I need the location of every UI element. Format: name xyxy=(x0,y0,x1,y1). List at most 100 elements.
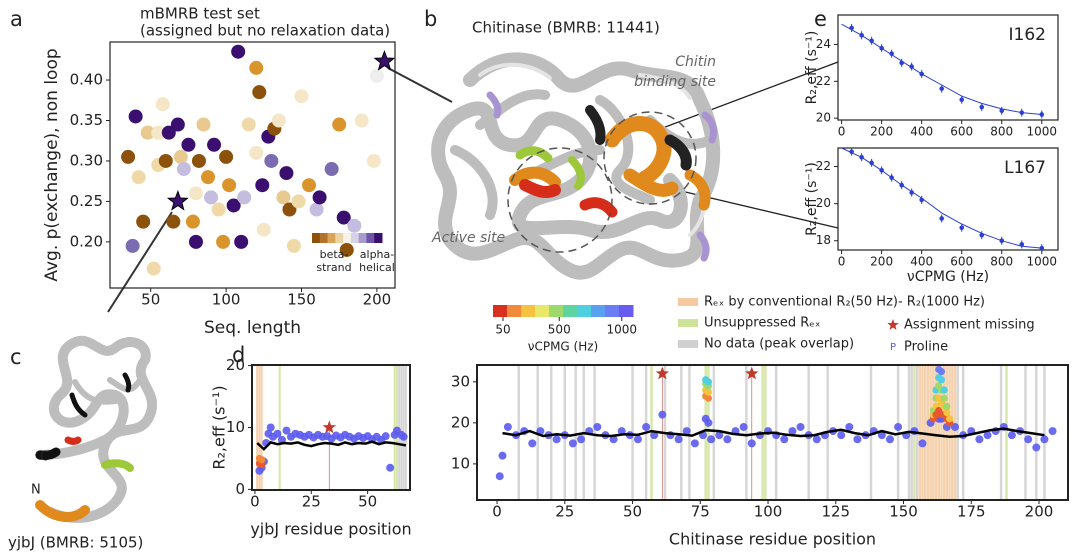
point xyxy=(219,149,234,164)
y-tick-label: 10 xyxy=(226,418,245,436)
band xyxy=(258,365,261,490)
point xyxy=(324,162,339,177)
x-tick-label: 200 xyxy=(363,291,392,309)
x-tick-label: 800 xyxy=(990,255,1013,269)
band xyxy=(948,365,951,500)
point xyxy=(837,431,846,440)
band xyxy=(707,365,710,500)
x-tick-label: 200 xyxy=(870,255,893,269)
colorbar-label: helical xyxy=(359,261,395,274)
y-axis-label: Avg. p(exchange), non loop xyxy=(42,48,62,281)
point xyxy=(528,439,537,448)
point xyxy=(128,109,143,124)
point xyxy=(264,153,279,168)
band xyxy=(934,365,938,500)
point xyxy=(859,154,864,160)
point xyxy=(276,190,291,205)
band xyxy=(896,365,900,500)
point xyxy=(1019,242,1025,247)
y-tick-label: 18 xyxy=(816,233,831,247)
point xyxy=(188,234,203,249)
colorbar-swatch xyxy=(619,305,634,317)
point xyxy=(975,435,984,444)
y-tick-label: 20 xyxy=(226,356,245,374)
point xyxy=(723,435,732,444)
x-tick-label: 0 xyxy=(250,493,260,511)
y-tick-label: 24 xyxy=(816,37,831,51)
cpmg-point xyxy=(258,461,266,469)
panel-label: a xyxy=(10,7,23,31)
point xyxy=(185,214,200,229)
point xyxy=(226,198,241,213)
terminus-label: C xyxy=(40,450,49,465)
point xyxy=(869,38,874,44)
colorbar-tick-label: 1000 xyxy=(606,323,637,337)
point xyxy=(386,463,395,472)
x-tick-label: 125 xyxy=(821,503,850,521)
point xyxy=(1024,435,1033,444)
point xyxy=(939,86,944,91)
legend-label: Proline xyxy=(904,340,948,355)
point xyxy=(889,51,894,56)
point xyxy=(877,431,886,440)
colorbar-swatch xyxy=(358,233,367,243)
point xyxy=(707,435,716,444)
x-axis-label: Chitinase residue position xyxy=(669,530,876,549)
point xyxy=(788,427,797,436)
point xyxy=(286,238,301,253)
point xyxy=(252,85,267,100)
highlight-star xyxy=(373,49,396,71)
point xyxy=(1019,110,1025,115)
x-tick-label: 200 xyxy=(1025,503,1054,521)
point xyxy=(237,190,252,205)
cpmg-point xyxy=(945,415,954,423)
band xyxy=(940,365,943,500)
point xyxy=(222,178,237,193)
point xyxy=(951,422,960,431)
band xyxy=(923,365,927,500)
band xyxy=(1005,365,1008,500)
point xyxy=(354,113,369,128)
colorbar-swatch xyxy=(535,305,550,317)
plot-frame xyxy=(476,364,1069,501)
colorbar-swatch xyxy=(374,233,383,243)
point xyxy=(155,97,170,112)
band xyxy=(999,365,1003,500)
band xyxy=(712,365,716,500)
connector xyxy=(387,67,453,103)
point xyxy=(879,167,884,173)
yjbj-structure xyxy=(35,335,157,523)
missing-star xyxy=(322,420,336,434)
band xyxy=(953,365,957,500)
panel-label: e xyxy=(814,7,827,31)
point xyxy=(188,186,203,201)
band xyxy=(402,365,405,490)
point xyxy=(291,194,306,209)
colorbar-swatch xyxy=(577,305,592,317)
point xyxy=(747,439,756,448)
point xyxy=(266,423,275,432)
band xyxy=(929,365,932,500)
point xyxy=(282,426,291,435)
point xyxy=(919,197,924,203)
y-axis-label: R₂,eff (s⁻¹) xyxy=(804,162,820,236)
x-tick-label: 400 xyxy=(910,255,933,269)
point xyxy=(1048,427,1057,436)
colorbar-swatch xyxy=(319,233,329,243)
point xyxy=(1039,245,1045,251)
band xyxy=(745,365,748,500)
point xyxy=(151,125,166,140)
point xyxy=(849,149,854,155)
x-tick-label: 50 xyxy=(141,291,160,309)
point xyxy=(909,64,914,69)
panel-label: d xyxy=(232,343,245,367)
point xyxy=(939,216,944,221)
connector xyxy=(651,61,839,133)
point xyxy=(918,439,927,448)
band xyxy=(932,365,935,500)
point xyxy=(1007,431,1016,440)
colorbar-label: alpha- xyxy=(360,248,394,261)
point xyxy=(256,222,271,237)
band xyxy=(680,365,683,500)
